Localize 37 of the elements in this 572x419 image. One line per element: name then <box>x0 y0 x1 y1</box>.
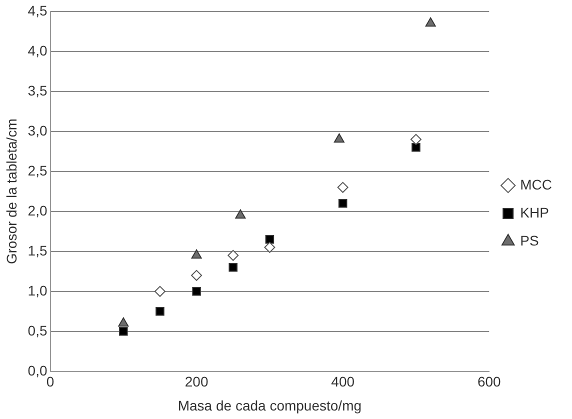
x-tick-label: 0 <box>46 374 54 390</box>
y-axis-title: Grosor de la tableta/cm <box>3 118 20 264</box>
point <box>265 235 274 244</box>
point <box>337 182 348 193</box>
point <box>191 249 202 259</box>
point <box>334 133 344 143</box>
y-tick-label: 3,5 <box>28 82 48 98</box>
point <box>264 242 276 253</box>
y-tick-label: 4,0 <box>28 42 48 58</box>
point <box>154 286 166 297</box>
y-tick-label: 2,5 <box>28 162 48 178</box>
legend-label: KHP <box>520 204 549 220</box>
y-tick-label: 1,0 <box>28 282 48 298</box>
point <box>425 17 436 27</box>
legend-label: MCC <box>520 176 552 192</box>
point <box>410 134 422 145</box>
point <box>191 270 202 281</box>
y-tick-label: 4,5 <box>28 2 48 18</box>
y-tick-label: 3,0 <box>28 122 48 138</box>
point <box>228 263 238 272</box>
x-tick-label: 600 <box>477 374 502 390</box>
y-tick-label: 1,5 <box>28 242 48 258</box>
point <box>412 143 420 152</box>
x-tick-label: 400 <box>331 374 355 390</box>
legend-label: PS <box>520 232 539 248</box>
x-axis-title: Masa de cada compuesto/mg <box>178 397 362 414</box>
point <box>338 199 348 208</box>
point <box>228 250 239 261</box>
point <box>118 317 129 327</box>
point <box>156 307 164 316</box>
point <box>192 287 201 296</box>
y-tick-label: 0,0 <box>28 362 48 378</box>
x-tick-label: 200 <box>184 374 208 390</box>
y-tick-label: 0,5 <box>28 322 48 338</box>
y-tick-label: 2,0 <box>28 202 48 218</box>
point <box>119 327 128 336</box>
point <box>235 209 246 219</box>
